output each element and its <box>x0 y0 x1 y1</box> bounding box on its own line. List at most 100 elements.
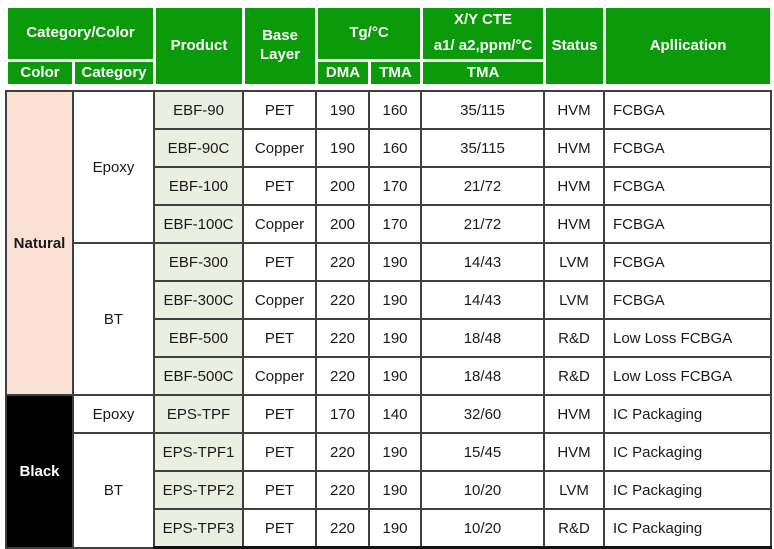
header-base-layer: Base Layer <box>242 5 319 87</box>
cell-application: FCBGA <box>603 280 772 320</box>
cell-tg-tma: 170 <box>368 166 422 206</box>
cell-tg-tma: 190 <box>368 242 422 282</box>
cell-tg-tma: 170 <box>368 204 422 244</box>
cell-product: EPS-TPF3 <box>153 508 244 549</box>
cell-tg-dma: 220 <box>315 242 370 282</box>
cell-base-layer: PET <box>242 508 317 549</box>
cell-product: EBF-500C <box>153 356 244 396</box>
cell-cte: 21/72 <box>420 166 545 206</box>
header-cte-line2: a1/ a2,ppm/°C <box>433 37 533 54</box>
cell-application: FCBGA <box>603 166 772 206</box>
header-cte-line1: X/Y CTE <box>453 11 513 29</box>
header-status: Status <box>543 5 607 87</box>
table-row: EPS-TPF2 PET 220 190 10/20 LVM IC Packag… <box>6 470 772 510</box>
cell-status: LVM <box>543 280 605 320</box>
cell-tg-dma: 220 <box>315 318 370 358</box>
cell-application: IC Packaging <box>603 394 772 434</box>
cell-base-layer: PET <box>242 318 317 358</box>
cell-tg-tma: 190 <box>368 280 422 320</box>
cell-product: EBF-90C <box>153 128 244 168</box>
cell-application: IC Packaging <box>603 470 772 510</box>
cell-status: HVM <box>543 90 605 130</box>
header-cte: X/Y CTE a1/ a2,ppm/°C <box>420 5 547 62</box>
cell-tg-tma: 190 <box>368 470 422 510</box>
cell-base-layer: Copper <box>242 356 317 396</box>
table-row: EBF-300C Copper 220 190 14/43 LVM FCBGA <box>6 280 772 320</box>
cell-status: HVM <box>543 166 605 206</box>
cell-application: Low Loss FCBGA <box>603 356 772 396</box>
spec-table-header: Category/Color Product Base Layer Tg/°C … <box>4 5 774 87</box>
header-product: Product <box>153 5 246 87</box>
cell-product: EPS-TPF <box>153 394 244 434</box>
cell-product: EPS-TPF1 <box>153 432 244 472</box>
group-category-bt: BT <box>72 242 155 396</box>
cell-application: FCBGA <box>603 204 772 244</box>
cell-cte: 32/60 <box>420 394 545 434</box>
table-row: EBF-100 PET 200 170 21/72 HVM FCBGA <box>6 166 772 206</box>
table-row: BT EPS-TPF1 PET 220 190 15/45 HVM IC Pac… <box>6 432 772 549</box>
group-color-natural: Natural <box>5 90 74 396</box>
cell-cte: 18/48 <box>420 356 545 396</box>
header-color: Color <box>5 59 75 87</box>
cell-tg-dma: 200 <box>315 166 370 206</box>
cell-cte: 14/43 <box>420 242 545 282</box>
cell-product: EBF-90 <box>153 90 244 130</box>
cell-status: R&D <box>543 508 605 549</box>
cell-base-layer: PET <box>242 166 317 206</box>
cell-cte: 15/45 <box>420 432 545 472</box>
cell-status: HVM <box>543 204 605 244</box>
spec-table-body: Natural Epoxy EBF-90 PET 190 160 35/115 … <box>5 90 772 549</box>
cell-tg-dma: 220 <box>315 432 370 472</box>
cell-base-layer: PET <box>242 90 317 130</box>
cell-status: LVM <box>543 242 605 282</box>
cell-status: R&D <box>543 318 605 358</box>
header-application: Apllication <box>603 5 774 87</box>
cell-cte: 10/20 <box>420 470 545 510</box>
cell-application: FCBGA <box>603 128 772 168</box>
cell-tg-dma: 170 <box>315 394 370 434</box>
group-category-epoxy: Epoxy <box>72 90 155 244</box>
cell-tg-dma: 220 <box>315 508 370 549</box>
table-row: EBF-500C Copper 220 190 18/48 R&D Low Lo… <box>6 356 772 396</box>
cell-base-layer: PET <box>242 394 317 434</box>
cell-status: LVM <box>543 470 605 510</box>
cell-product: EBF-300 <box>153 242 244 282</box>
table-row: BT EBF-300 PET 220 190 14/43 LVM FCBGA <box>6 242 772 396</box>
header-cte-tma: TMA <box>420 59 547 87</box>
table-row: Black Epoxy EPS-TPF PET 170 140 32/60 HV… <box>5 394 772 549</box>
cell-product: EBF-100C <box>153 204 244 244</box>
cell-tg-tma: 190 <box>368 432 422 472</box>
cell-tg-tma: 190 <box>368 508 422 549</box>
cell-tg-tma: 160 <box>368 128 422 168</box>
group-category-bt: BT <box>72 432 155 549</box>
table-row: EBF-100C Copper 200 170 21/72 HVM FCBGA <box>6 204 772 244</box>
cell-cte: 35/115 <box>420 90 545 130</box>
cell-application: FCBGA <box>603 242 772 282</box>
cell-cte: 10/20 <box>420 508 545 549</box>
cell-base-layer: Copper <box>242 280 317 320</box>
cell-application: IC Packaging <box>603 432 772 472</box>
cell-base-layer: PET <box>242 242 317 282</box>
cell-product: EPS-TPF2 <box>153 470 244 510</box>
cell-tg-dma: 220 <box>315 356 370 396</box>
header-tg-dma: DMA <box>315 59 372 87</box>
cell-application: FCBGA <box>603 90 772 130</box>
cell-tg-dma: 190 <box>315 128 370 168</box>
cell-base-layer: PET <box>242 432 317 472</box>
header-category: Category <box>71 59 157 87</box>
cell-application: IC Packaging <box>603 508 772 549</box>
cell-base-layer: Copper <box>242 204 317 244</box>
group-category-epoxy: Epoxy <box>72 394 155 434</box>
cell-status: HVM <box>543 432 605 472</box>
cell-tg-dma: 200 <box>315 204 370 244</box>
table-row: EBF-500 PET 220 190 18/48 R&D Low Loss F… <box>6 318 772 358</box>
table-row: EBF-90C Copper 190 160 35/115 HVM FCBGA <box>6 128 772 168</box>
cell-tg-dma: 220 <box>315 280 370 320</box>
cell-product: EBF-100 <box>153 166 244 206</box>
cell-status: R&D <box>543 356 605 396</box>
cell-tg-tma: 190 <box>368 318 422 358</box>
cell-tg-tma: 190 <box>368 356 422 396</box>
cell-tg-tma: 160 <box>368 90 422 130</box>
cell-cte: 14/43 <box>420 280 545 320</box>
cell-base-layer: Copper <box>242 128 317 168</box>
